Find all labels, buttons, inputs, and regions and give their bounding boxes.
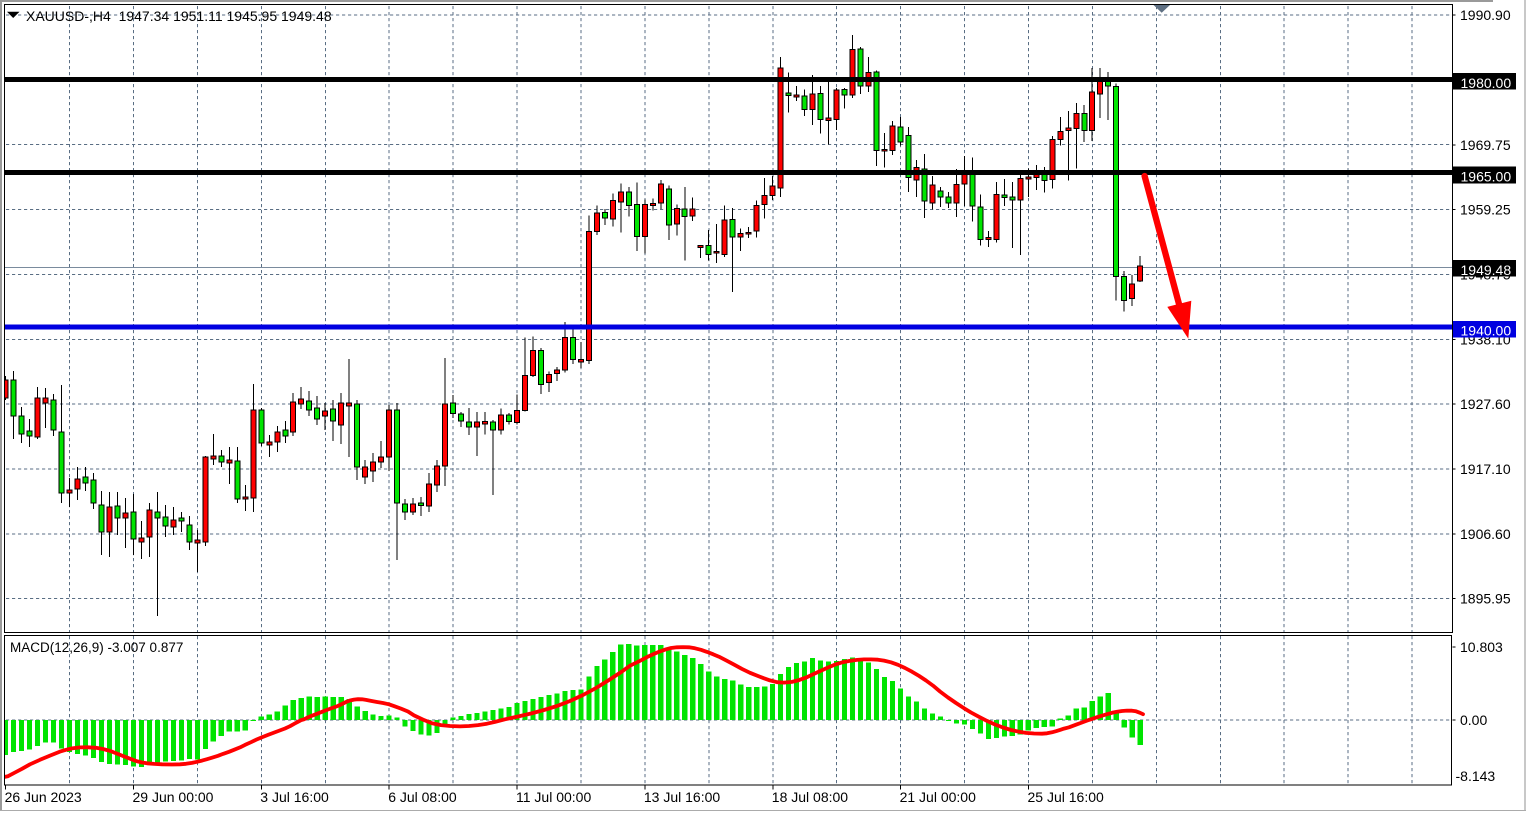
svg-text:0.00: 0.00 xyxy=(1460,712,1487,728)
svg-text:10.803: 10.803 xyxy=(1460,639,1503,655)
svg-text:XAUUSD-,H4 1947.34 1951.11 19: XAUUSD-,H4 1947.34 1951.11 1945.95 1949.… xyxy=(26,8,332,24)
svg-text:1969.75: 1969.75 xyxy=(1460,137,1511,153)
svg-text:1927.60: 1927.60 xyxy=(1460,396,1511,412)
svg-text:1906.60: 1906.60 xyxy=(1460,526,1511,542)
svg-text:1917.10: 1917.10 xyxy=(1460,461,1511,477)
svg-text:25 Jul 16:00: 25 Jul 16:00 xyxy=(1028,789,1104,805)
svg-text:6 Jul 08:00: 6 Jul 08:00 xyxy=(388,789,457,805)
svg-text:-8.143: -8.143 xyxy=(1456,768,1496,784)
svg-text:1940.00: 1940.00 xyxy=(1461,323,1512,339)
svg-text:18 Jul 08:00: 18 Jul 08:00 xyxy=(772,789,848,805)
svg-text:11 Jul 00:00: 11 Jul 00:00 xyxy=(516,789,591,805)
svg-text:MACD(12,26,9) -3.007 0.877: MACD(12,26,9) -3.007 0.877 xyxy=(10,640,183,655)
svg-text:26 Jun 2023: 26 Jun 2023 xyxy=(5,789,82,805)
svg-text:29 Jun 00:00: 29 Jun 00:00 xyxy=(133,789,214,805)
svg-text:1949.48: 1949.48 xyxy=(1461,262,1512,278)
svg-text:3 Jul 16:00: 3 Jul 16:00 xyxy=(260,789,329,805)
svg-text:21 Jul 00:00: 21 Jul 00:00 xyxy=(900,789,976,805)
svg-text:13 Jul 16:00: 13 Jul 16:00 xyxy=(644,789,720,805)
svg-text:1965.00: 1965.00 xyxy=(1461,169,1512,185)
svg-text:1980.00: 1980.00 xyxy=(1461,75,1512,91)
svg-text:1959.25: 1959.25 xyxy=(1460,202,1511,218)
svg-text:1990.90: 1990.90 xyxy=(1460,7,1511,23)
svg-text:1895.95: 1895.95 xyxy=(1460,591,1511,607)
